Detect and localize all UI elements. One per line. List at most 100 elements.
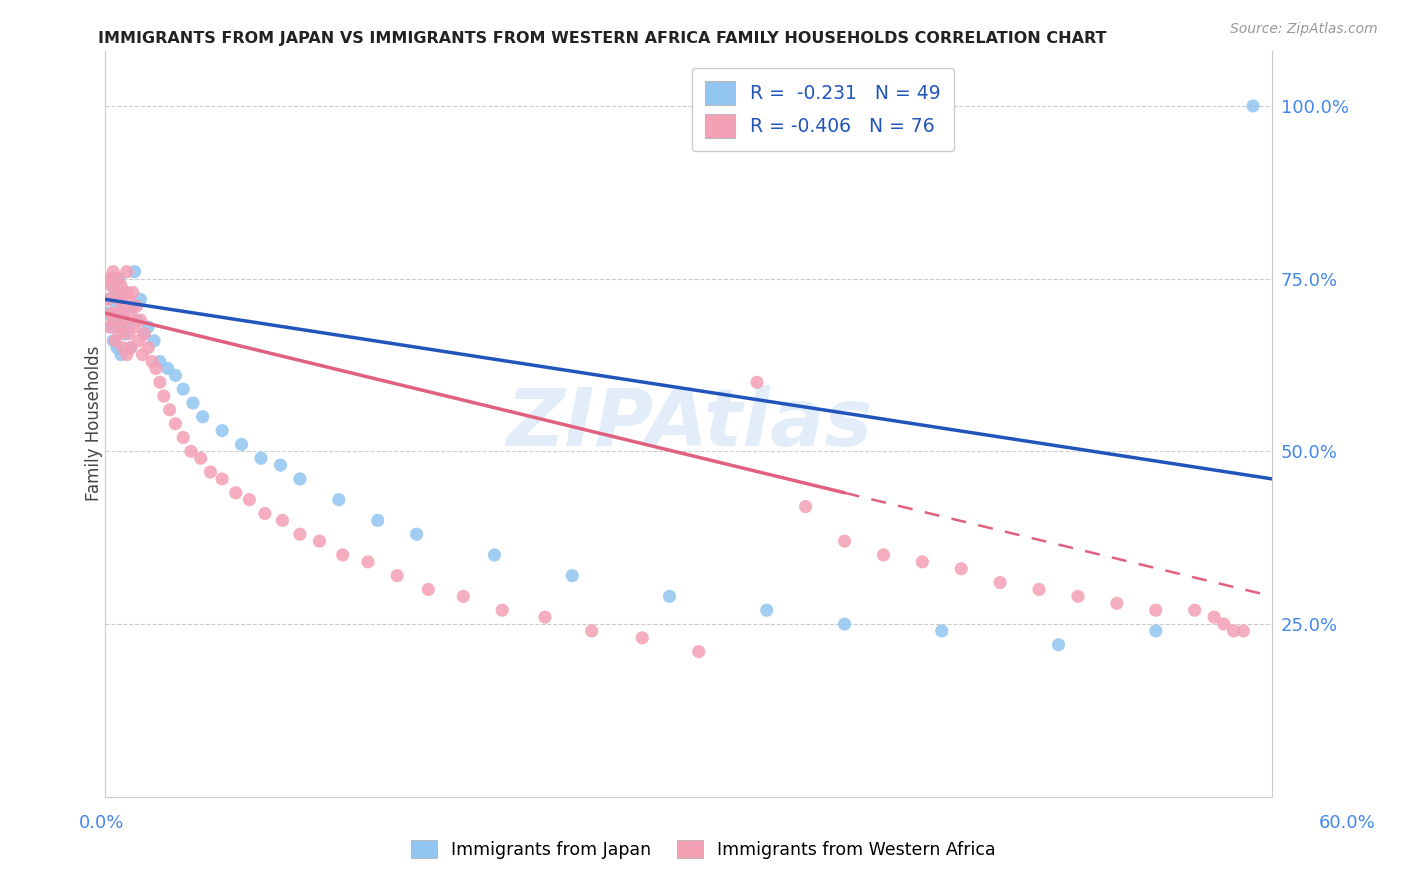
- Point: [118, 293, 141, 307]
- Point: [96, 293, 118, 307]
- Point: [108, 320, 131, 334]
- Point: [190, 451, 212, 466]
- Point: [103, 278, 125, 293]
- Point: [134, 326, 156, 341]
- Point: [484, 548, 506, 562]
- Point: [1222, 624, 1244, 638]
- Text: IMMIGRANTS FROM JAPAN VS IMMIGRANTS FROM WESTERN AFRICA FAMILY HOUSEHOLDS CORREL: IMMIGRANTS FROM JAPAN VS IMMIGRANTS FROM…: [98, 31, 1107, 46]
- Point: [108, 271, 131, 285]
- Point: [105, 306, 128, 320]
- Point: [136, 341, 159, 355]
- Point: [231, 437, 253, 451]
- Point: [1212, 617, 1234, 632]
- Point: [834, 617, 856, 632]
- Point: [120, 341, 142, 355]
- Point: [911, 555, 934, 569]
- Point: [225, 485, 247, 500]
- Point: [103, 265, 125, 279]
- Point: [180, 444, 202, 458]
- Point: [100, 306, 122, 320]
- Point: [211, 424, 233, 438]
- Point: [332, 548, 354, 562]
- Text: 60.0%: 60.0%: [1319, 814, 1375, 831]
- Point: [1144, 624, 1167, 638]
- Text: Source: ZipAtlas.com: Source: ZipAtlas.com: [1230, 22, 1378, 37]
- Point: [111, 306, 134, 320]
- Point: [124, 320, 146, 334]
- Point: [125, 313, 148, 327]
- Text: ZIPAtlas: ZIPAtlas: [506, 384, 872, 463]
- Point: [98, 320, 121, 334]
- Point: [453, 590, 475, 604]
- Point: [98, 271, 121, 285]
- Point: [385, 568, 408, 582]
- Point: [271, 513, 294, 527]
- Point: [156, 361, 179, 376]
- Point: [308, 534, 330, 549]
- Point: [100, 278, 122, 293]
- Point: [127, 334, 149, 348]
- Point: [581, 624, 603, 638]
- Point: [1105, 596, 1128, 610]
- Point: [269, 458, 291, 472]
- Point: [149, 354, 172, 368]
- Point: [288, 527, 311, 541]
- Point: [104, 285, 127, 300]
- Point: [143, 334, 166, 348]
- Point: [172, 382, 194, 396]
- Point: [120, 341, 142, 355]
- Point: [98, 293, 121, 307]
- Point: [124, 265, 146, 279]
- Point: [561, 568, 583, 582]
- Point: [165, 417, 187, 431]
- Point: [1144, 603, 1167, 617]
- Point: [129, 313, 152, 327]
- Point: [100, 271, 122, 285]
- Point: [104, 334, 127, 348]
- Point: [118, 326, 141, 341]
- Point: [145, 361, 167, 376]
- Point: [631, 631, 654, 645]
- Point: [200, 465, 222, 479]
- Point: [931, 624, 953, 638]
- Point: [104, 285, 127, 300]
- Point: [110, 278, 132, 293]
- Point: [405, 527, 427, 541]
- Point: [110, 348, 132, 362]
- Point: [152, 389, 174, 403]
- Point: [103, 313, 125, 327]
- Point: [253, 507, 276, 521]
- Point: [105, 341, 128, 355]
- Point: [1204, 610, 1226, 624]
- Point: [129, 293, 152, 307]
- Point: [794, 500, 817, 514]
- Point: [96, 306, 118, 320]
- Point: [328, 492, 350, 507]
- Point: [159, 403, 181, 417]
- Y-axis label: Family Households: Family Households: [86, 346, 103, 501]
- Point: [110, 293, 132, 307]
- Point: [114, 313, 136, 327]
- Point: [110, 320, 132, 334]
- Point: [125, 299, 148, 313]
- Point: [115, 285, 138, 300]
- Point: [238, 492, 260, 507]
- Point: [1067, 590, 1090, 604]
- Point: [115, 348, 138, 362]
- Point: [1184, 603, 1206, 617]
- Point: [534, 610, 557, 624]
- Point: [131, 348, 153, 362]
- Point: [108, 326, 131, 341]
- Point: [114, 285, 136, 300]
- Point: [105, 271, 128, 285]
- Point: [658, 590, 681, 604]
- Point: [114, 326, 136, 341]
- Point: [172, 430, 194, 444]
- Point: [134, 326, 156, 341]
- Point: [418, 582, 440, 597]
- Point: [115, 265, 138, 279]
- Point: [211, 472, 233, 486]
- Point: [120, 306, 142, 320]
- Point: [988, 575, 1011, 590]
- Point: [834, 534, 856, 549]
